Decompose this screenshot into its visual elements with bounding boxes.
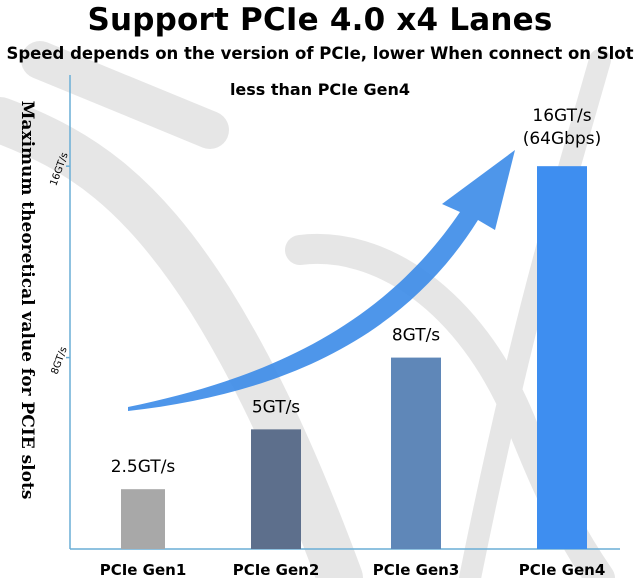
x-tick-label: PCIe Gen1	[100, 561, 187, 578]
data-label: 16GT/s	[532, 106, 591, 126]
x-tick-label: PCIe Gen3	[373, 561, 460, 578]
data-label: 8GT/s	[392, 326, 440, 346]
data-label-extra: (64Gbps)	[523, 129, 602, 149]
bar	[251, 429, 301, 549]
y-tick-label: 8GT/s	[50, 345, 70, 375]
bar	[121, 489, 165, 549]
chart-subtitle: Speed depends on the version of PCIe, lo…	[6, 44, 634, 63]
data-label: 2.5GT/s	[111, 457, 176, 477]
x-tick-label: PCIe Gen4	[519, 561, 606, 578]
data-label: 5GT/s	[252, 397, 300, 417]
bar	[391, 357, 441, 549]
x-tick-label: PCIe Gen2	[233, 561, 320, 578]
bar	[537, 166, 587, 549]
chart-subtitle-continued: less than PCIe Gen4	[229, 80, 411, 99]
trend-arrow	[128, 150, 515, 411]
y-tick-label: 16GT/s	[49, 151, 71, 187]
chart-title: Support PCIe 4.0 x4 Lanes	[87, 2, 553, 38]
